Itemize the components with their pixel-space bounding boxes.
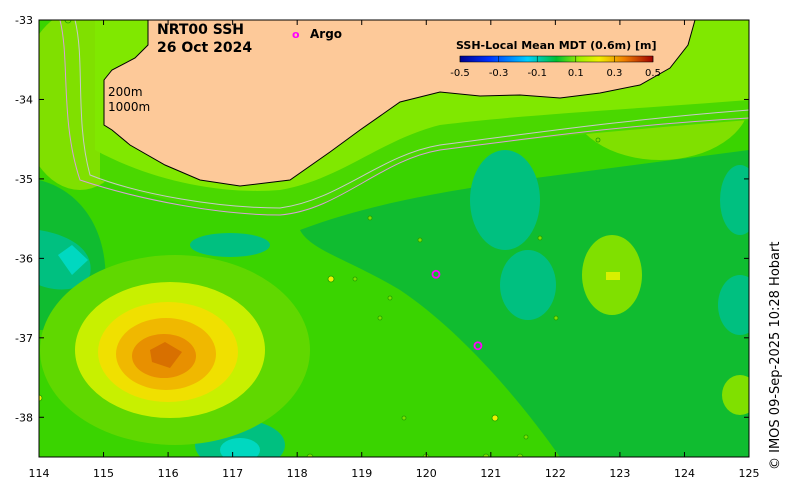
- ssh-region-high: [722, 375, 749, 415]
- colorbar-tick-label: 0.3: [606, 68, 622, 79]
- colorbar-tick-label: 0.5: [645, 68, 661, 79]
- x-tick-label: 118: [287, 467, 308, 480]
- map-area: [39, 20, 749, 457]
- ssh-region-cyan: [58, 245, 88, 275]
- x-tick-label: 114: [29, 467, 50, 480]
- x-tick-label: 116: [158, 467, 179, 480]
- y-tick-label: -37: [15, 332, 33, 345]
- x-tick-label: 120: [416, 467, 437, 480]
- colorbar-tick-label: -0.5: [450, 68, 470, 79]
- ssh-region-teal: [190, 233, 270, 257]
- contour-label-1000m: 1000m: [108, 100, 150, 114]
- ssh-region-high: [606, 272, 620, 280]
- x-tick-label: 125: [739, 467, 760, 480]
- argo-float-marker: [473, 341, 483, 351]
- x-tick-label: 115: [93, 467, 114, 480]
- ssh-region-teal: [470, 150, 540, 250]
- colorbar-tick-label: -0.1: [527, 68, 547, 79]
- x-tick-label: 119: [351, 467, 372, 480]
- y-tick-label: -34: [15, 93, 33, 106]
- map-date: 26 Oct 2024: [157, 40, 252, 56]
- map-title: NRT00 SSH: [157, 22, 244, 38]
- y-tick-label: -33: [15, 14, 33, 27]
- x-tick-label: 122: [545, 467, 566, 480]
- eddy-core: [150, 342, 182, 368]
- colorbar-tick-label: -0.3: [489, 68, 509, 79]
- argo-legend-icon: o: [292, 28, 300, 41]
- colorbar: [459, 55, 654, 63]
- x-tick-label: 117: [222, 467, 243, 480]
- colorbar-tick-label: 0.1: [568, 68, 584, 79]
- colorbar-title: SSH-Local Mean MDT (0.6m) [m]: [456, 39, 656, 52]
- float-markers: [39, 20, 601, 457]
- contour-label-200m: 200m: [108, 85, 143, 99]
- x-tick-label: 121: [480, 467, 501, 480]
- ssh-region-cyan: [220, 438, 260, 457]
- credit-text: © IMOS 09-Sep-2025 10:28 Hobart: [768, 241, 783, 470]
- argo-legend-label: Argo: [310, 27, 342, 41]
- y-tick-label: -38: [15, 411, 33, 424]
- x-tick-label: 124: [674, 467, 695, 480]
- contour-200m: [74, 20, 749, 209]
- plot-frame: [38, 19, 750, 458]
- argo-float-marker: [431, 269, 441, 279]
- ssh-region-teal: [720, 165, 749, 235]
- contour-1000m: [59, 20, 749, 216]
- ssh-region-teal: [718, 275, 749, 335]
- y-tick-label: -36: [15, 252, 33, 265]
- y-tick-label: -35: [15, 173, 33, 186]
- ssh-region-teal: [500, 250, 556, 320]
- x-tick-label: 123: [609, 467, 630, 480]
